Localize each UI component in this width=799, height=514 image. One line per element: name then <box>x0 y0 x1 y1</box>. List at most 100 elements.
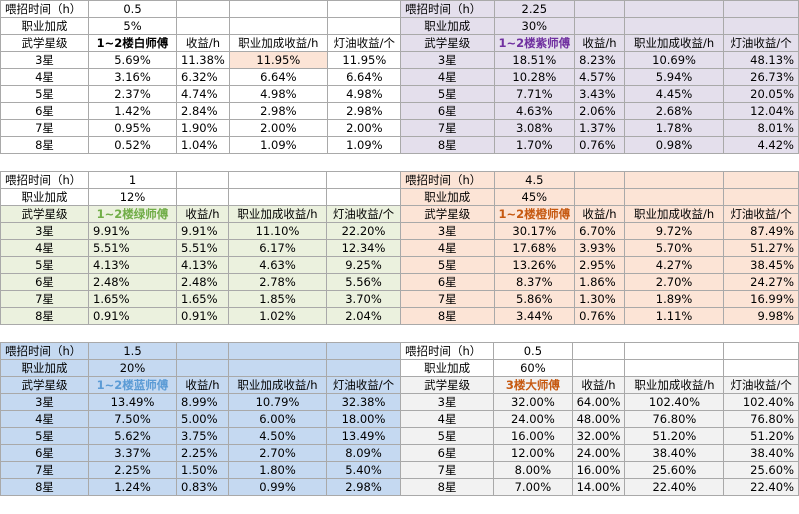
oil-income-cell[interactable]: 12.04% <box>723 102 799 120</box>
bonus-income-cell[interactable]: 2.98% <box>228 102 328 120</box>
bonus-income-cell[interactable]: 51.20% <box>624 427 725 445</box>
header-star-level[interactable]: 武学星级 <box>399 376 495 394</box>
oil-income-cell[interactable]: 48.13% <box>723 51 799 69</box>
rate-cell[interactable]: 7.71% <box>493 85 576 103</box>
rate-cell[interactable]: 3.44% <box>493 307 576 325</box>
oil-income-cell[interactable]: 32.38% <box>326 393 401 411</box>
header-bonus-income[interactable]: 职业加成收益/h <box>623 205 725 223</box>
header-bonus-income[interactable]: 职业加成收益/h <box>228 34 328 52</box>
rate-cell[interactable]: 32.00% <box>493 393 573 411</box>
bonus-value[interactable]: 5% <box>88 17 177 35</box>
bonus-income-cell[interactable]: 76.80% <box>624 410 725 428</box>
bonus-income-cell[interactable]: 5.70% <box>623 239 725 257</box>
header-bonus-income[interactable]: 职业加成收益/h <box>228 205 327 223</box>
oil-income-cell[interactable]: 2.00% <box>326 119 402 137</box>
bonus-label[interactable]: 职业加成 <box>400 188 495 206</box>
rate-cell[interactable]: 0.52% <box>88 136 177 154</box>
income-cell[interactable]: 48.00% <box>571 410 626 428</box>
star-cell[interactable]: 3星 <box>0 222 89 240</box>
feed-time-label[interactable]: 喂招时间（h） <box>400 171 495 189</box>
rate-cell[interactable]: 1.42% <box>88 102 177 120</box>
header-oil-income[interactable]: 灯油收益/个 <box>723 376 799 394</box>
star-cell[interactable]: 5星 <box>400 256 495 274</box>
oil-income-cell[interactable]: 9.98% <box>723 307 799 325</box>
bonus-value[interactable]: 60% <box>493 359 573 377</box>
income-cell[interactable]: 1.65% <box>176 290 229 308</box>
feed-time-label[interactable]: 喂招时间（h） <box>400 0 495 18</box>
header-master-name[interactable]: 1~2楼蓝师傅 <box>88 376 177 394</box>
feed-time-value[interactable]: 1.5 <box>88 342 177 360</box>
income-cell[interactable]: 1.30% <box>574 290 625 308</box>
income-cell[interactable]: 1.04% <box>176 136 230 154</box>
bonus-income-cell[interactable]: 6.17% <box>228 239 327 257</box>
header-income[interactable]: 收益/h <box>176 376 229 394</box>
feed-time-label[interactable]: 喂招时间（h） <box>399 342 495 360</box>
oil-income-cell[interactable]: 5.56% <box>326 273 401 291</box>
income-cell[interactable]: 11.38% <box>176 51 230 69</box>
star-cell[interactable]: 4星 <box>0 410 89 428</box>
income-cell[interactable]: 64.00% <box>571 393 626 411</box>
oil-income-cell[interactable]: 24.27% <box>723 273 799 291</box>
rate-cell[interactable]: 0.95% <box>88 119 177 137</box>
bonus-income-cell[interactable]: 22.40% <box>624 478 725 496</box>
income-cell[interactable]: 0.76% <box>574 307 625 325</box>
oil-income-cell[interactable]: 38.45% <box>723 256 799 274</box>
income-cell[interactable]: 8.23% <box>574 51 625 69</box>
header-bonus-income[interactable]: 职业加成收益/h <box>228 376 327 394</box>
star-cell[interactable]: 8星 <box>399 478 495 496</box>
star-cell[interactable]: 7星 <box>400 119 495 137</box>
bonus-income-cell[interactable]: 4.50% <box>228 427 327 445</box>
star-cell[interactable]: 8星 <box>400 307 495 325</box>
star-cell[interactable]: 4星 <box>400 239 495 257</box>
star-cell[interactable]: 5星 <box>400 85 495 103</box>
star-cell[interactable]: 6星 <box>0 273 89 291</box>
rate-cell[interactable]: 2.48% <box>88 273 177 291</box>
income-cell[interactable]: 32.00% <box>571 427 626 445</box>
bonus-income-cell[interactable]: 102.40% <box>624 393 725 411</box>
header-master-name[interactable]: 1~2楼橙师傅 <box>493 205 576 223</box>
rate-cell[interactable]: 24.00% <box>493 410 573 428</box>
star-cell[interactable]: 3星 <box>0 51 89 69</box>
header-master-name[interactable]: 3楼大师傅 <box>493 376 573 394</box>
oil-income-cell[interactable]: 38.40% <box>723 444 799 462</box>
bonus-income-cell[interactable]: 4.63% <box>228 256 327 274</box>
income-cell[interactable]: 24.00% <box>571 444 626 462</box>
bonus-income-cell[interactable]: 1.89% <box>623 290 725 308</box>
star-cell[interactable]: 8星 <box>0 136 89 154</box>
star-cell[interactable]: 7星 <box>0 461 89 479</box>
oil-income-cell[interactable]: 11.95% <box>326 51 402 69</box>
header-star-level[interactable]: 武学星级 <box>400 205 495 223</box>
income-cell[interactable]: 3.93% <box>574 239 625 257</box>
star-cell[interactable]: 7星 <box>0 290 89 308</box>
rate-cell[interactable]: 17.68% <box>493 239 576 257</box>
income-cell[interactable]: 1.37% <box>574 119 625 137</box>
oil-income-cell[interactable]: 4.98% <box>326 85 402 103</box>
header-star-level[interactable]: 武学星级 <box>0 34 89 52</box>
bonus-income-cell[interactable]: 10.69% <box>623 51 725 69</box>
feed-time-value[interactable]: 4.5 <box>493 171 576 189</box>
income-cell[interactable]: 5.00% <box>176 410 229 428</box>
income-cell[interactable]: 1.86% <box>574 273 625 291</box>
oil-income-cell[interactable]: 76.80% <box>723 410 799 428</box>
rate-cell[interactable]: 1.65% <box>88 290 177 308</box>
income-cell[interactable]: 3.43% <box>574 85 625 103</box>
bonus-label[interactable]: 职业加成 <box>0 359 89 377</box>
header-income[interactable]: 收益/h <box>571 376 626 394</box>
bonus-label[interactable]: 职业加成 <box>0 17 89 35</box>
star-cell[interactable]: 6星 <box>0 102 89 120</box>
feed-time-label[interactable]: 喂招时间（h） <box>0 171 89 189</box>
star-cell[interactable]: 6星 <box>400 273 495 291</box>
star-cell[interactable]: 5星 <box>0 85 89 103</box>
header-oil-income[interactable]: 灯油收益/个 <box>723 205 799 223</box>
header-master-name[interactable]: 1~2楼白师傅 <box>88 34 177 52</box>
feed-time-label[interactable]: 喂招时间（h） <box>0 0 89 18</box>
header-income[interactable]: 收益/h <box>574 34 625 52</box>
bonus-income-cell[interactable]: 5.94% <box>623 68 725 86</box>
star-cell[interactable]: 3星 <box>399 393 495 411</box>
star-cell[interactable]: 7星 <box>400 290 495 308</box>
rate-cell[interactable]: 9.91% <box>88 222 177 240</box>
star-cell[interactable]: 5星 <box>0 427 89 445</box>
star-cell[interactable]: 8星 <box>400 136 495 154</box>
oil-income-cell[interactable]: 9.25% <box>326 256 401 274</box>
rate-cell[interactable]: 13.49% <box>88 393 177 411</box>
